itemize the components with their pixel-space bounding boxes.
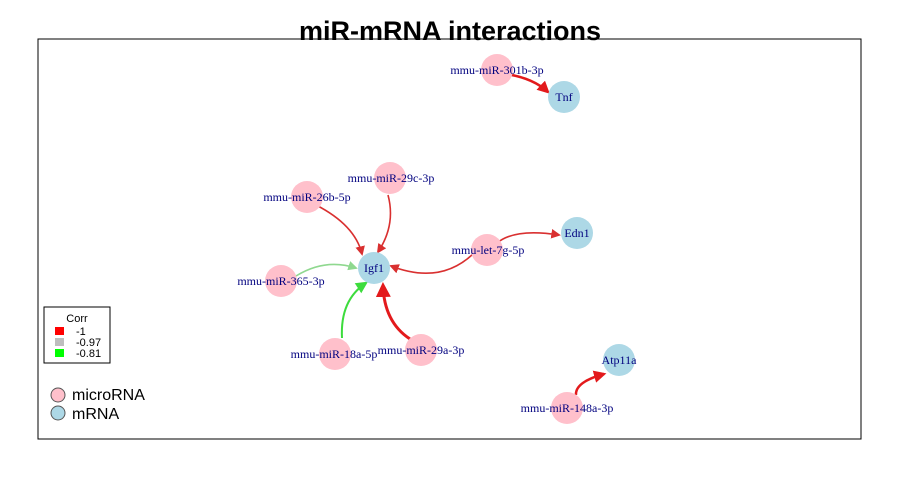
node-label: Igf1 (364, 261, 384, 275)
node-label: mmu-miR-301b-3p (450, 63, 543, 77)
edges-group (295, 72, 607, 396)
type-legend: microRNA mRNA (50, 387, 145, 423)
edge-let7g-igf1 (389, 253, 474, 274)
corr-swatch-green (55, 349, 64, 357)
edge-let7g-edn1 (496, 229, 561, 244)
node-label: mmu-miR-148a-3p (521, 401, 614, 415)
node-label: mmu-miR-29c-3p (348, 171, 435, 185)
nodes-group: mmu-miR-301b-3p Tnf mmu-miR-29c-3p mmu-m… (237, 54, 637, 424)
edge-mir26b-igf1 (315, 204, 365, 256)
node-label: mmu-miR-365-3p (237, 274, 324, 288)
microrna-swatch (50, 387, 66, 403)
node-label: Edn1 (564, 226, 589, 240)
node-mmu-mir-365-3p[interactable]: mmu-miR-365-3p (237, 265, 325, 297)
node-label: mmu-let-7g-5p (452, 243, 525, 257)
corr-swatch-gray (55, 338, 64, 346)
corr-legend-item: -1 (55, 326, 86, 338)
corr-legend-item: -0.97 (55, 337, 101, 349)
corr-swatch-red (55, 327, 64, 335)
corr-label: -0.97 (76, 337, 101, 349)
microrna-legend-label: microRNA (72, 387, 145, 404)
node-edn1[interactable]: Edn1 (561, 217, 593, 249)
node-label: mmu-miR-18a-5p (291, 347, 378, 361)
edge-mir365-igf1 (295, 261, 358, 277)
node-label: mmu-miR-26b-5p (263, 190, 350, 204)
node-mmu-mir-26b-5p[interactable]: mmu-miR-26b-5p (263, 181, 351, 213)
node-mmu-mir-29c-3p[interactable]: mmu-miR-29c-3p (348, 162, 435, 194)
node-igf1[interactable]: Igf1 (358, 252, 390, 284)
chart-title: miR-mRNA interactions (299, 16, 601, 46)
corr-legend: Corr -1 -0.97 -0.81 (43, 306, 111, 364)
node-mmu-mir-301b-3p[interactable]: mmu-miR-301b-3p (450, 54, 544, 86)
corr-label: -0.81 (76, 348, 101, 360)
corr-label: -1 (76, 326, 86, 338)
node-label: Tnf (555, 90, 572, 104)
node-tnf[interactable]: Tnf (548, 81, 580, 113)
node-label: mmu-miR-29a-3p (378, 343, 465, 357)
node-mmu-mir-29a-3p[interactable]: mmu-miR-29a-3p (378, 334, 465, 366)
edge-mir18a-igf1 (340, 281, 369, 339)
corr-legend-item: -0.81 (55, 348, 101, 360)
mrna-legend-label: mRNA (72, 406, 119, 423)
edge-mir29c-igf1 (376, 194, 392, 254)
mrna-swatch (50, 405, 66, 421)
node-mmu-let-7g-5p[interactable]: mmu-let-7g-5p (452, 234, 525, 266)
plot-frame (37, 38, 862, 440)
edge-mir148a-atp11a (574, 370, 607, 396)
node-mmu-mir-148a-3p[interactable]: mmu-miR-148a-3p (521, 392, 614, 424)
corr-legend-title: Corr (66, 313, 88, 325)
node-label: Atp11a (602, 353, 638, 367)
node-atp11a[interactable]: Atp11a (602, 344, 638, 376)
edge-mir29a-igf1 (375, 282, 411, 341)
node-mmu-mir-18a-5p[interactable]: mmu-miR-18a-5p (291, 338, 378, 370)
